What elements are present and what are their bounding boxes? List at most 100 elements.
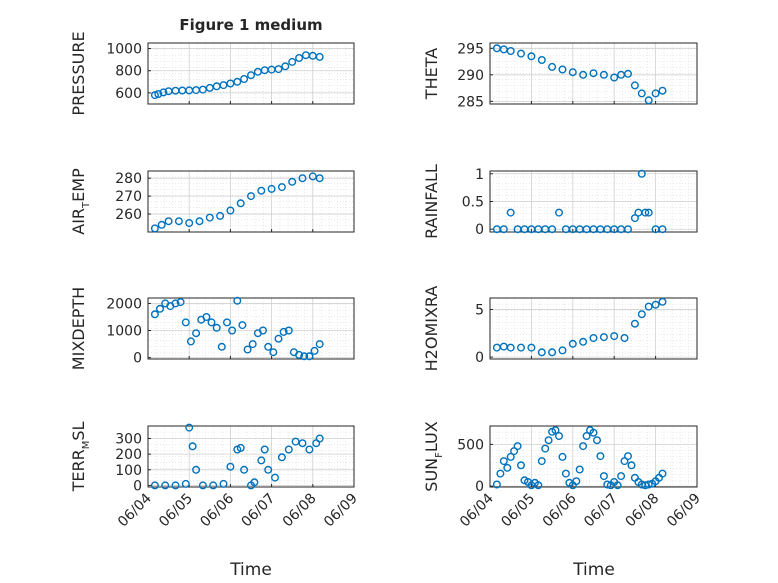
y-tick-label: 0 (133, 478, 142, 494)
series-markers (150, 423, 324, 490)
y-tick-label: 2000 (106, 296, 142, 312)
data-point (589, 428, 598, 437)
data-point (264, 465, 273, 474)
y-axis-label: TERRMSL (69, 422, 92, 493)
data-point (310, 346, 319, 355)
data-point (277, 453, 286, 462)
x-tick-label: 06/04 (115, 490, 155, 530)
data-point (233, 296, 242, 305)
x-tick-label: 06/05 (498, 491, 538, 531)
data-point (506, 343, 515, 352)
axes-box (147, 297, 355, 360)
data-point (555, 432, 564, 441)
y-tick-label: 0 (475, 222, 484, 238)
data-point (260, 445, 269, 454)
data-point (527, 52, 536, 61)
data-point (555, 208, 564, 217)
data-point (217, 342, 226, 351)
data-point (257, 456, 266, 465)
data-point (171, 481, 180, 490)
data-point (620, 334, 629, 343)
data-point (181, 318, 190, 327)
data-point (572, 477, 581, 486)
data-point (205, 213, 214, 222)
data-point (246, 192, 255, 201)
y-axis-label: SUNFLUX (422, 421, 445, 491)
data-point (637, 310, 646, 319)
data-point (207, 318, 216, 327)
data-point (658, 469, 667, 478)
data-point (150, 481, 159, 490)
data-point (541, 444, 550, 453)
data-point (298, 439, 307, 448)
data-point (271, 473, 280, 482)
data-point (651, 300, 660, 309)
data-point (186, 337, 195, 346)
data-point (264, 342, 273, 351)
data-point (238, 321, 247, 330)
data-point (558, 346, 567, 355)
data-point (295, 350, 304, 359)
y-tick-label: 0 (475, 350, 484, 366)
data-point (537, 348, 546, 357)
data-point (658, 297, 667, 306)
y-tick-label: 270 (115, 189, 142, 205)
figure-title: Figure 1 medium (179, 16, 322, 34)
data-point (300, 352, 309, 361)
data-point (499, 457, 508, 466)
data-point (644, 208, 653, 217)
data-point (624, 69, 633, 78)
subplot-5: 2000 1000 0 MIXDEPTH (69, 287, 355, 370)
y-tick-label: 200 (115, 447, 142, 463)
y-axis-label: RAINFALL (422, 164, 441, 239)
data-point (548, 348, 557, 357)
data-point (644, 480, 653, 489)
data-point (630, 319, 639, 328)
data-point (651, 89, 660, 98)
data-point (267, 184, 276, 193)
data-point (499, 225, 508, 234)
data-point (243, 345, 252, 354)
x-tick-label: 06/07 (581, 491, 621, 531)
data-point (288, 57, 297, 66)
y-tick-label: 285 (457, 94, 484, 110)
x-tick-label: 06/08 (623, 491, 663, 531)
data-point (496, 469, 505, 478)
data-point (582, 432, 591, 441)
data-point (544, 436, 553, 445)
data-point (596, 452, 605, 461)
y-tick-label: 0.5 (462, 195, 484, 211)
data-point (195, 217, 204, 226)
data-point (599, 472, 608, 481)
y-axis-label: THETA (422, 48, 441, 100)
data-point (192, 329, 201, 338)
data-point (150, 224, 159, 233)
x-tick-label: 06/05 (156, 491, 196, 531)
data-point (295, 54, 304, 63)
data-point (558, 65, 567, 74)
data-point (617, 472, 626, 481)
data-point (288, 177, 297, 186)
series-markers (150, 51, 324, 100)
data-point (154, 89, 163, 98)
data-point (610, 73, 619, 82)
data-point (534, 481, 543, 490)
data-point (644, 96, 653, 105)
data-point (658, 86, 667, 95)
axes-box (489, 297, 698, 360)
data-point (517, 343, 526, 352)
data-point (568, 339, 577, 348)
data-point (216, 211, 225, 220)
data-point (298, 174, 307, 183)
data-point (257, 186, 266, 195)
data-point (240, 465, 249, 474)
plot-area (490, 426, 697, 487)
data-point (192, 465, 201, 474)
data-point (284, 445, 293, 454)
data-point (164, 217, 173, 226)
y-tick-label: 100 (115, 463, 142, 479)
data-point (236, 199, 245, 208)
x-axis-label-right: Time (572, 560, 615, 580)
